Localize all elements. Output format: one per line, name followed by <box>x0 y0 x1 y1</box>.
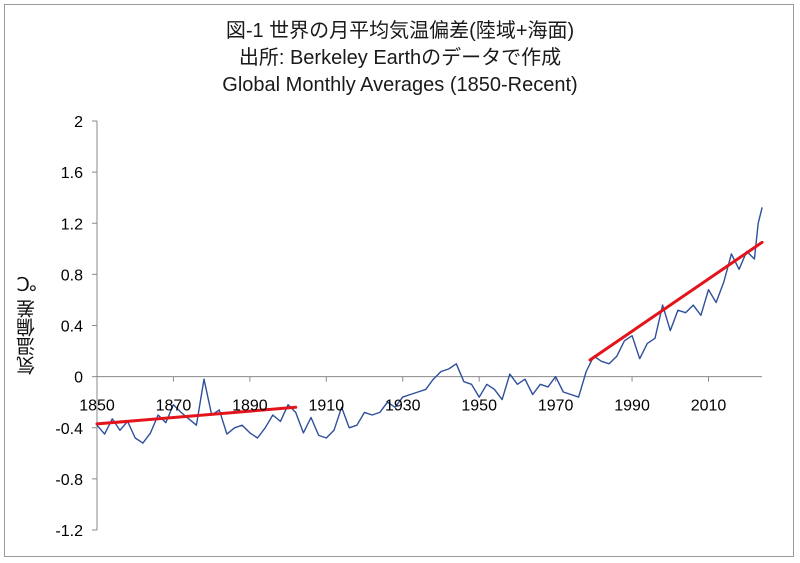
x-tick-label: 1950 <box>461 398 497 415</box>
temperature-anomaly-line <box>96 207 763 444</box>
y-tick-label: -1.2 <box>55 523 83 540</box>
chart-subtitle: 出所: Berkeley Earthのデータで作成 <box>238 47 562 69</box>
chart-title: 図-1 世界の月平均気温偏差(陸域+海面) <box>225 20 575 42</box>
y-tick-label: 0.8 <box>61 267 83 284</box>
x-tick-label: 1850 <box>79 398 115 415</box>
x-tick-label: 1970 <box>538 398 574 415</box>
series-layer <box>95 207 764 444</box>
tick-labels: -1.2 -0.8 -0.4 0 0.4 0.8 1.2 1.6 2 1850 1870 1890 19… <box>55 114 726 540</box>
y-tick-label: 0 <box>74 370 83 387</box>
chart-titles: 図-1 世界の月平均気温偏差(陸域+海面) 出所: Berkeley Earth… <box>0 18 800 99</box>
x-tick-label: 1930 <box>385 398 421 415</box>
y-tick-label: 0.4 <box>61 319 83 336</box>
trend-line <box>588 240 764 362</box>
y-tick-label: 1.6 <box>61 165 83 182</box>
x-tick-label: 1890 <box>232 398 268 415</box>
x-tick-label: 1870 <box>156 398 192 415</box>
y-tick-label: -0.8 <box>55 472 83 489</box>
y-tick-label: -0.4 <box>55 421 83 438</box>
trend-line <box>95 405 298 426</box>
y-tick-label: 1.2 <box>61 216 83 233</box>
y-tick-label: 2 <box>74 114 83 131</box>
x-tick-label: 1990 <box>614 398 650 415</box>
x-tick-label: 2010 <box>691 398 727 415</box>
chart-frame <box>4 4 794 557</box>
x-tick-label: 1910 <box>309 398 345 415</box>
chart-subtitle-english: Global Monthly Averages (1850-Recent) <box>222 74 578 96</box>
axes <box>92 120 762 531</box>
